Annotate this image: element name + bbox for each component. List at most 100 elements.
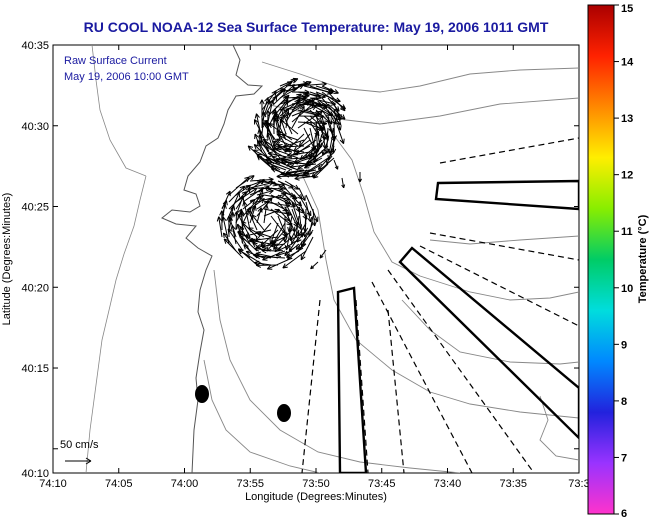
current-vector [303, 157, 329, 175]
radar-coverage-lines [301, 137, 579, 473]
current-vector [267, 151, 293, 159]
current-vector [305, 201, 313, 223]
current-vector [291, 93, 310, 99]
current-vector [279, 77, 299, 87]
current-vector [284, 222, 293, 251]
colorbar-tick-label: 14 [621, 57, 634, 69]
current-vector [222, 232, 237, 252]
current-vector [295, 139, 317, 155]
temperature-colorbar [587, 4, 615, 515]
x-tick-label: 73:3 [568, 478, 589, 490]
bathymetry-contour-6 [203, 359, 321, 473]
colorbar-tick-label: 8 [621, 396, 627, 408]
current-vector [289, 163, 317, 170]
current-vector [304, 139, 323, 159]
y-tick-label: 40:30 [21, 121, 49, 133]
current-vector [249, 205, 257, 224]
buoy-marker [277, 404, 291, 422]
x-tick-label: 74:00 [171, 478, 199, 490]
current-vector [277, 194, 292, 205]
current-vector [261, 236, 286, 249]
current-vector [256, 153, 281, 171]
y-tick-label: 40:35 [21, 40, 49, 52]
coverage-gap-polygon-1 [434, 179, 579, 211]
current-vector [300, 236, 314, 261]
current-vector [276, 115, 299, 135]
current-vector [279, 107, 286, 129]
current-vector [282, 114, 293, 135]
current-vector [285, 111, 291, 129]
bathymetry-contour-8 [429, 235, 579, 245]
annotation-line-1: Raw Surface Current [64, 55, 167, 67]
current-vector [256, 189, 274, 196]
colorbar-label: Temperature (°C) [637, 214, 649, 303]
annotation-line-2: May 19, 2006 10:00 GMT [64, 71, 189, 83]
current-vector [298, 229, 314, 252]
current-vector [333, 103, 342, 120]
current-vector [280, 159, 311, 166]
current-vector [358, 171, 362, 183]
y-axis: 40:35 40:30 40:25 40:20 40:15 40:10 [21, 40, 579, 480]
x-tick-label: 73:40 [434, 478, 462, 490]
y-axis-label: Latitude (Degrees:Minutes) [1, 193, 13, 326]
vector-scale-arrow [65, 457, 92, 465]
colorbar-tick-label: 13 [621, 113, 633, 125]
current-vector [256, 262, 279, 268]
current-vector [230, 224, 237, 245]
current-vector [298, 187, 306, 202]
current-vector [333, 115, 345, 145]
current-vector [255, 230, 272, 238]
inner-shore [85, 175, 147, 473]
current-vector [263, 204, 269, 224]
current-vector [289, 222, 300, 242]
current-vector [264, 158, 293, 171]
current-vector [256, 207, 263, 224]
current-vector [276, 133, 299, 147]
current-vector [341, 177, 346, 189]
x-tick-label: 74:05 [105, 478, 133, 490]
current-vector [291, 229, 300, 245]
colorbar-tick-label: 10 [621, 283, 633, 295]
current-vector [310, 261, 319, 270]
bathymetry-contour-4 [299, 169, 579, 419]
current-vector [286, 243, 307, 261]
current-vector [248, 236, 279, 244]
current-vector [311, 208, 317, 227]
current-vector [268, 123, 293, 141]
current-vector [333, 159, 339, 170]
current-vector [284, 180, 300, 190]
current-vector [321, 85, 339, 94]
current-vector [255, 253, 286, 259]
current-vector [285, 93, 302, 105]
current-vector [223, 238, 244, 259]
river-bank [91, 45, 147, 177]
current-vector-field [216, 77, 362, 270]
buoy-marker [195, 385, 209, 403]
current-vector [242, 201, 251, 231]
current-vector [282, 250, 307, 269]
current-vector [253, 144, 275, 165]
current-vector [238, 249, 265, 266]
current-vector [251, 214, 265, 231]
bathymetry-contour-7 [401, 299, 579, 365]
current-vector [254, 113, 263, 141]
current-vector [259, 99, 265, 129]
y-tick-label: 40:20 [21, 282, 49, 294]
current-vector [311, 157, 335, 178]
current-vector [327, 91, 346, 112]
current-vector [297, 222, 307, 237]
current-vector [296, 229, 307, 243]
colorbar-tick-label: 12 [621, 170, 633, 182]
colorbar-tick-label: 15 [621, 3, 633, 15]
current-vector [305, 151, 329, 167]
map-layer [85, 45, 579, 473]
current-vector [305, 194, 319, 223]
colorbar-tick-label: 11 [621, 226, 633, 238]
current-vector [281, 133, 299, 141]
current-vector [277, 243, 293, 252]
y-tick-label: 40:10 [21, 468, 49, 480]
x-axis: 74:10 74:05 74:00 73:55 73:50 73:45 73:40 73:35… [39, 45, 590, 490]
x-tick-label: 73:55 [236, 478, 264, 490]
bathymetry-contour-5 [213, 269, 461, 473]
current-vector [266, 229, 286, 252]
